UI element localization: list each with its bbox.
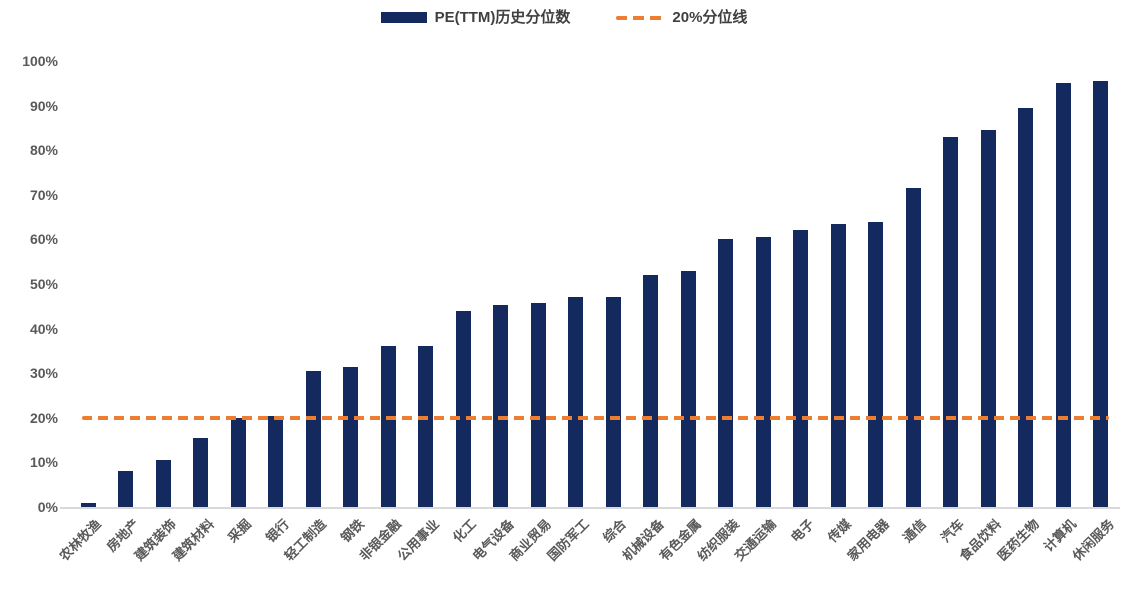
bar	[793, 230, 808, 507]
bar	[268, 415, 283, 507]
bar	[830, 223, 846, 507]
reference-line-20pct	[82, 415, 1109, 420]
y-tick-label: 0%	[37, 499, 58, 515]
y-tick-label: 80%	[29, 142, 58, 159]
y-tick-label: 10%	[29, 454, 58, 471]
legend-label-reference-line: 20%分位线	[672, 9, 748, 26]
y-tick-label: 100%	[22, 53, 58, 69]
bar-series-swatch-icon	[380, 12, 427, 23]
bar	[605, 297, 621, 507]
bar	[680, 270, 696, 507]
y-tick-label: 70%	[29, 186, 58, 203]
y-tick-label: 90%	[29, 97, 58, 114]
bar	[1018, 107, 1033, 507]
bar	[905, 188, 921, 507]
y-tick-label: 20%	[29, 409, 58, 426]
bar	[380, 346, 396, 507]
bar	[1093, 81, 1108, 507]
y-tick-label: 40%	[29, 320, 58, 337]
bar	[118, 471, 133, 507]
dashed-line-swatch-icon	[616, 15, 665, 20]
bar	[80, 502, 96, 507]
bar	[230, 417, 246, 507]
bar	[643, 275, 658, 507]
legend-label-pe-series: PE(TTM)历史分位数	[434, 9, 571, 26]
chart-legend: PE(TTM)历史分位数 20%分位线	[0, 10, 1128, 25]
x-axis-line	[60, 507, 1120, 509]
bar	[455, 310, 471, 507]
bar	[193, 437, 208, 507]
legend-item-reference-line: 20%分位线	[616, 10, 747, 25]
legend-item-pe-series: PE(TTM)历史分位数	[380, 9, 571, 26]
plot-area	[68, 61, 1118, 507]
bar	[530, 303, 546, 507]
bar	[493, 304, 508, 507]
bar	[943, 136, 958, 507]
y-tick-label: 60%	[29, 231, 58, 248]
bar	[868, 221, 883, 507]
y-tick-label: 30%	[29, 365, 58, 382]
bar	[155, 460, 171, 507]
y-tick-label: 50%	[29, 276, 58, 292]
bar	[1055, 83, 1071, 507]
bar	[305, 370, 321, 507]
bar	[418, 346, 433, 507]
bar	[980, 130, 996, 507]
bar	[343, 366, 358, 507]
bar	[718, 239, 733, 507]
bar	[755, 237, 771, 507]
bar	[568, 297, 583, 507]
